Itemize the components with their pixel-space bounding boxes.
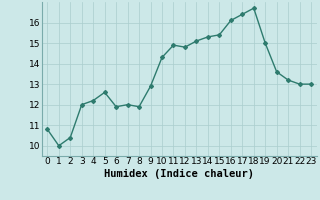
X-axis label: Humidex (Indice chaleur): Humidex (Indice chaleur) (104, 169, 254, 179)
